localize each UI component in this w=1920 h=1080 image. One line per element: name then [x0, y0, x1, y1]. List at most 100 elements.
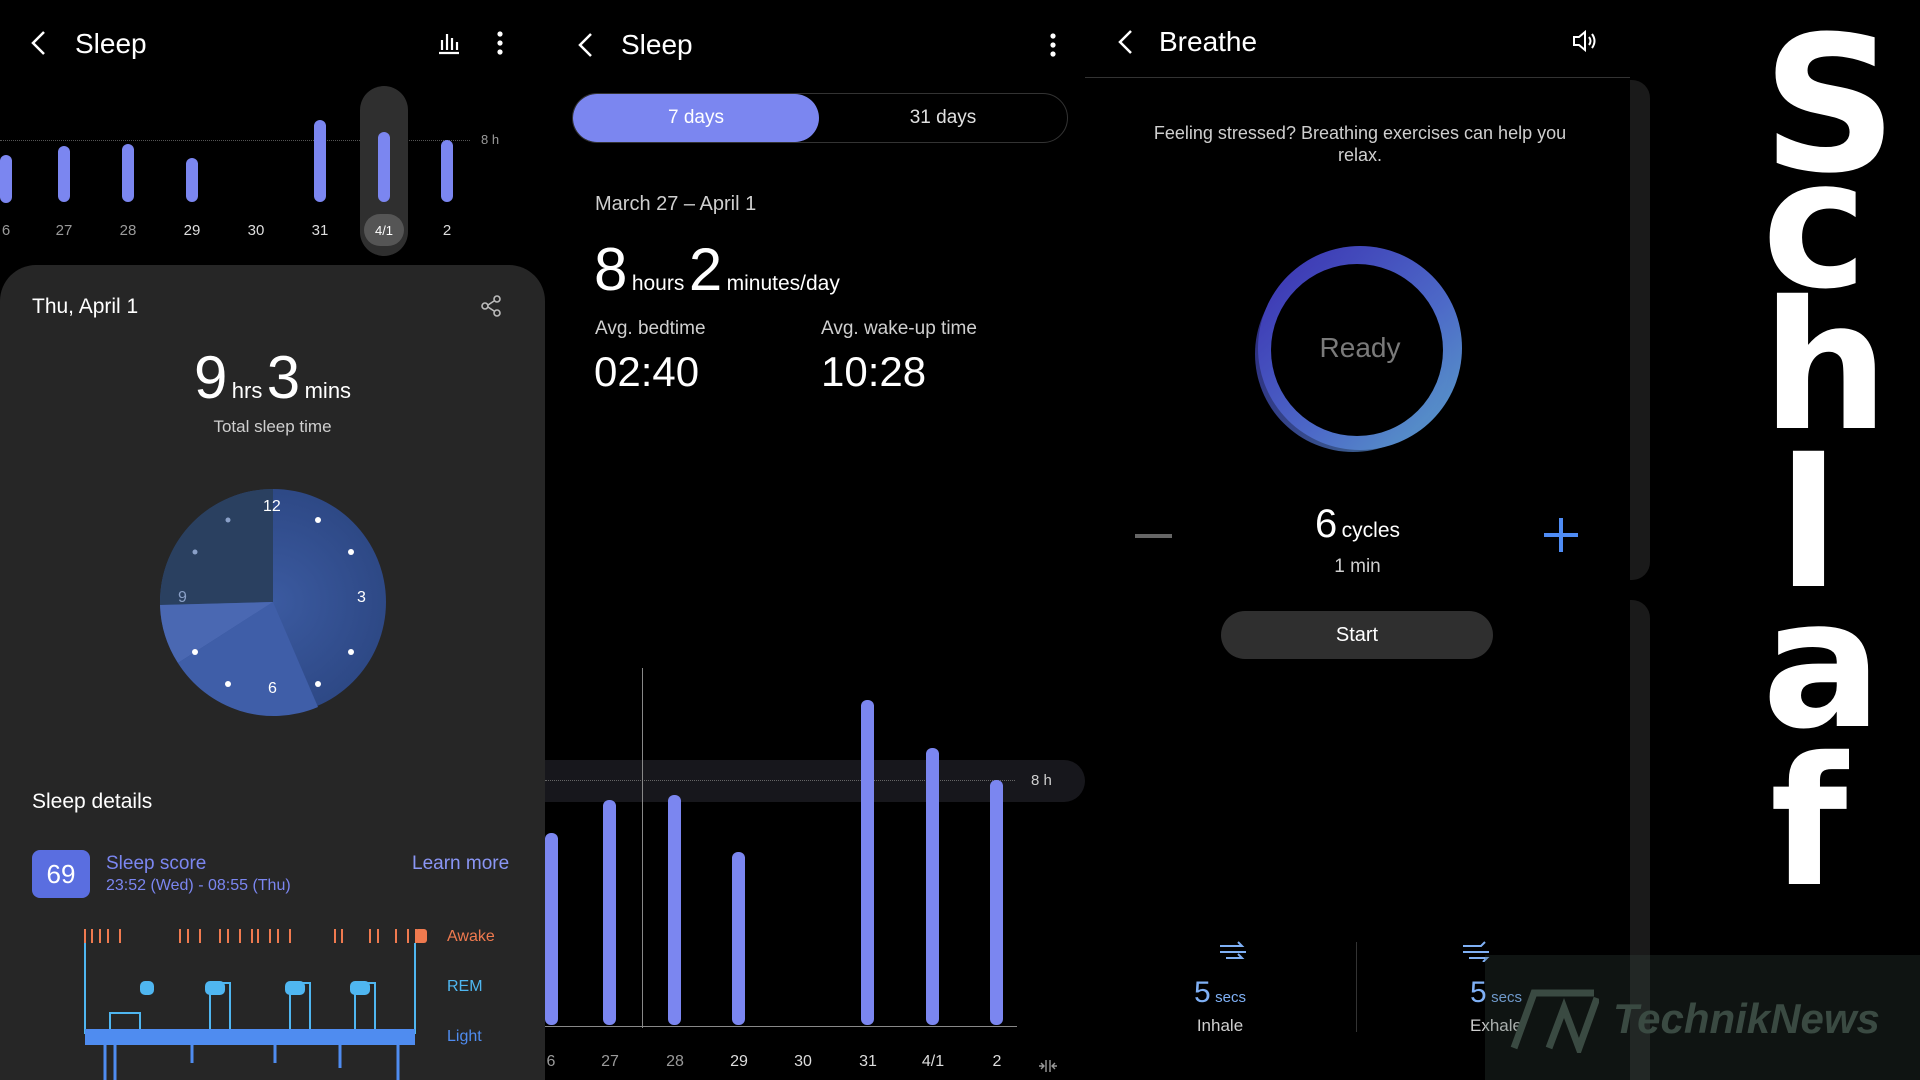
tick-label: 27 — [601, 1053, 619, 1070]
range-tabs — [572, 93, 1068, 143]
total-sleep-value: 9 hrs 3 mins — [0, 348, 545, 408]
wakeup-value: 10:28 — [821, 348, 927, 395]
page-title: Sleep — [75, 28, 147, 59]
chart-cursor-line[interactable] — [642, 668, 643, 1028]
ring-status: Ready — [1319, 332, 1401, 363]
inhale-value: 5 secs — [1085, 976, 1355, 1010]
total-sleep-label: Total sleep time — [213, 417, 332, 436]
exhale-icon — [1459, 938, 1493, 967]
goal-line — [0, 140, 470, 141]
breathe-description: Feeling stressed? Breathing exercises ca… — [1153, 123, 1567, 165]
tick-label: 6 — [1, 222, 11, 239]
sound-icon[interactable] — [1571, 28, 1601, 59]
start-button[interactable]: Start — [1221, 611, 1493, 659]
clock-label-9: 9 — [178, 589, 187, 606]
tick-label: 29 — [183, 222, 201, 239]
clock-label-3: 3 — [357, 589, 366, 606]
goal-label: 8 h — [481, 132, 500, 147]
more-options-icon[interactable] — [1049, 32, 1057, 63]
sleep-daily-panel: Sleep 8 h 6 27 28 29 30 31 4/1 2 Thu, Ap… — [0, 0, 545, 1080]
hypnogram — [80, 923, 440, 1080]
tick-label: 6 — [546, 1053, 556, 1070]
exhale-seconds: 5 — [1470, 976, 1487, 1009]
chart-bar — [990, 780, 1003, 1025]
stage-awake-label: Awake — [447, 928, 495, 945]
tick-label: 2 — [442, 222, 452, 239]
goal-line — [545, 780, 1015, 781]
tick-label: 28 — [666, 1053, 684, 1070]
cycles-value: 6 cycles — [1085, 502, 1630, 547]
brand-watermark: TechnikNews — [1485, 955, 1920, 1080]
stats-chart-icon[interactable] — [436, 30, 462, 61]
selected-tick-pill — [364, 214, 404, 246]
exhale-label: Exhale — [1470, 1016, 1522, 1035]
clock-label-6: 6 — [268, 680, 277, 697]
learn-more-link[interactable]: Learn more — [412, 853, 510, 874]
tick-label: 27 — [55, 222, 73, 239]
avg-minutes: 2 — [688, 236, 723, 303]
tick-label-selected: 4/1 — [374, 223, 394, 238]
tick-label: 4/1 — [921, 1053, 945, 1070]
total-minutes: 3 — [266, 344, 301, 411]
duration-label: 1 min — [1334, 556, 1381, 577]
back-icon[interactable] — [575, 30, 595, 65]
title-column: S c h l a f — [1650, 0, 1920, 1080]
brand-name: TechnikNews — [1613, 995, 1880, 1042]
tick-label: 31 — [311, 222, 329, 239]
title-letter: a — [1762, 561, 1883, 768]
tab-7-days[interactable]: 7 days — [573, 94, 819, 142]
tick-label: 30 — [794, 1053, 812, 1070]
back-icon[interactable] — [28, 28, 48, 63]
share-icon[interactable] — [480, 295, 502, 322]
back-icon[interactable] — [1115, 27, 1135, 62]
avg-sleep-value: 8 hours 2 minutes/day — [594, 240, 840, 300]
sleep-score-label: Sleep score — [106, 853, 207, 874]
pinch-zoom-icon[interactable] — [1037, 1058, 1059, 1079]
chart-bar — [545, 833, 558, 1025]
tick-label: 29 — [730, 1053, 748, 1070]
tick-label: 2 — [992, 1053, 1002, 1070]
title-letter: S — [1762, 0, 1898, 215]
title-letter: c — [1762, 121, 1868, 328]
tab-31-days[interactable]: 31 days — [909, 107, 977, 128]
chart-bar — [603, 800, 616, 1025]
inhale-icon — [1218, 938, 1252, 967]
chart-bar — [314, 120, 326, 202]
breathe-panel: Breathe Feeling stressed? Breathing exer… — [1085, 0, 1630, 1080]
inhale-seconds: 5 — [1194, 976, 1211, 1009]
chart-bar — [378, 132, 390, 202]
title-letter: f — [1770, 719, 1848, 926]
bedtime-label: Avg. bedtime — [595, 318, 706, 339]
sleep-weekly-panel: Sleep 7 days 31 days March 27 – April 1 … — [545, 0, 1085, 1080]
chart-bar — [668, 795, 681, 1025]
more-options-icon[interactable] — [496, 30, 504, 61]
increase-cycles-button[interactable] — [1541, 515, 1581, 560]
chart-bar — [122, 144, 134, 202]
exhale-value: 5 secs — [1361, 976, 1630, 1010]
cycles-unit: cycles — [1341, 519, 1401, 542]
page-title: Sleep — [621, 29, 693, 60]
tick-label: 28 — [119, 222, 137, 239]
brand-logo-icon — [1509, 983, 1601, 1059]
panel-edge — [1630, 80, 1650, 580]
avg-minutes-unit: minutes/day — [726, 272, 840, 295]
decrease-cycles-button[interactable] — [1135, 534, 1172, 538]
card-date: Thu, April 1 — [32, 295, 139, 318]
sleep-details-title: Sleep details — [32, 790, 153, 813]
avg-hours-unit: hours — [631, 272, 685, 295]
title-letter: h — [1762, 263, 1889, 470]
clock-label-12: 12 — [263, 498, 281, 515]
chart-bar — [732, 852, 745, 1025]
date-range: March 27 – April 1 — [595, 193, 757, 215]
chart-bar — [861, 700, 874, 1025]
sleep-score-badge: 69 — [32, 850, 90, 898]
tick-label: 31 — [859, 1053, 877, 1070]
chart-bar — [0, 155, 12, 203]
wakeup-label: Avg. wake-up time — [821, 318, 977, 339]
goal-label: 8 h — [1031, 772, 1052, 789]
breathe-ring — [1245, 238, 1465, 463]
cycles-count: 6 — [1314, 502, 1338, 546]
avg-hours: 8 — [594, 236, 628, 303]
tick-label: 30 — [247, 222, 265, 239]
sleep-summary-card: Thu, April 1 9 hrs 3 mins Total sleep ti… — [0, 265, 545, 1080]
